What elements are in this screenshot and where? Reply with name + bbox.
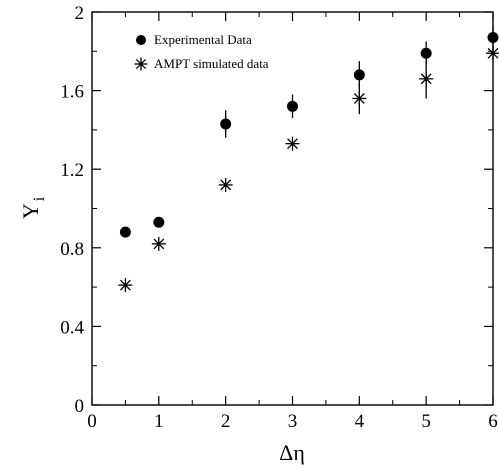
tick-labels: 0 1 2 3 4 5 6 0 0.4 0.8 1.2 1.6 2: [60, 3, 498, 432]
experimental-point: [119, 226, 131, 238]
legend-label-ampt: AMPT simulated data: [154, 56, 269, 71]
legend-label-experimental: Experimental Data: [154, 32, 252, 47]
x-tick-label: 5: [421, 411, 431, 432]
y-axis-title-subscript: i: [31, 196, 48, 201]
y-tick-label: 2: [75, 3, 85, 24]
tick-marks: [91, 11, 494, 406]
y-axis-title-group: Yi: [18, 196, 48, 219]
y-tick-label: 0: [75, 396, 85, 417]
experimental-point: [487, 32, 499, 44]
x-axis-title: Δη: [279, 440, 305, 465]
x-tick-label: 0: [87, 411, 97, 432]
y-tick-label: 1.6: [60, 82, 84, 103]
x-tick-label: 2: [221, 411, 231, 432]
y-tick-label: 0.8: [60, 239, 84, 260]
ampt-point: [486, 46, 499, 61]
plot-frame: [91, 11, 494, 406]
x-tick-label: 4: [355, 411, 365, 432]
ampt-point: [118, 278, 133, 293]
x-tick-label: 6: [488, 411, 498, 432]
ampt-point: [352, 91, 367, 106]
data-points: [118, 25, 499, 293]
x-tick-label: 3: [288, 411, 298, 432]
ampt-point: [285, 136, 300, 151]
svg-text:Yi: Yi: [18, 196, 48, 219]
experimental-point: [153, 216, 165, 228]
y-axis-title: Y: [18, 203, 43, 219]
x-tick-label: 1: [154, 411, 164, 432]
legend: Experimental Data AMPT simulated data: [134, 32, 269, 71]
ampt-point: [419, 71, 434, 86]
y-tick-label: 1.2: [60, 160, 84, 181]
experimental-point: [220, 118, 232, 130]
legend-marker-experimental: [136, 35, 146, 45]
experimental-point: [287, 100, 298, 112]
ampt-point: [218, 177, 233, 192]
experimental-point: [353, 69, 365, 81]
legend-asterisk-glyph: [134, 57, 148, 71]
ampt-point: [151, 236, 166, 251]
legend-marker-ampt: [134, 57, 148, 71]
y-tick-label: 0.4: [60, 317, 84, 338]
experimental-point: [420, 47, 432, 59]
